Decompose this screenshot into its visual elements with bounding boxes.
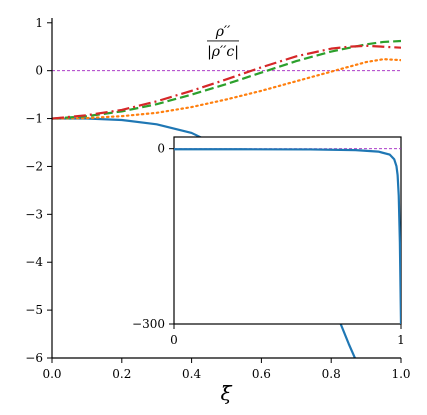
inset-y-tick-label: −300 <box>132 317 165 331</box>
main-x-tick-label: 1.0 <box>391 367 410 381</box>
inset-series-line-1 <box>174 148 401 324</box>
main-chart: 0.0 0.2 0.4 0.6 0.8 1.0 1 0 −1 −2 −3 −4 −5 −6 ξ̄ ρ′′… <box>25 16 410 405</box>
inset-x-tick-label: 1 <box>397 333 405 347</box>
main-y-ticks: 1 0 −1 −2 −3 −4 −5 −6 <box>25 16 52 365</box>
main-x-tick-label: 0.4 <box>182 367 201 381</box>
inset-frame <box>173 136 402 325</box>
curve-annotation: ρ′′ |ρ′′c| <box>207 24 240 60</box>
main-series-line-4 <box>52 44 401 120</box>
main-y-tick-label: 0 <box>35 64 43 78</box>
main-x-tick-label: 0.0 <box>42 367 61 381</box>
main-y-tick-label: 1 <box>35 16 43 30</box>
main-x-ticks: 0.0 0.2 0.4 0.6 0.8 1.0 <box>42 358 411 381</box>
main-x-tick-label: 0.2 <box>112 367 131 381</box>
inset-series-group <box>174 148 401 324</box>
x-axis-label: ξ̄ <box>220 381 232 405</box>
main-series-line-2 <box>52 58 401 120</box>
main-series-line-3 <box>52 39 401 120</box>
annotation-denominator: |ρ′′c| <box>207 44 239 60</box>
main-x-tick-label: 0.8 <box>322 367 341 381</box>
inset-y-ticks: 0 −300 <box>132 142 174 331</box>
annotation-numerator: ρ′′ <box>215 24 231 40</box>
main-y-tick-label: −6 <box>25 351 43 365</box>
main-y-tick-label: −1 <box>25 112 43 126</box>
main-y-tick-label: −4 <box>25 255 43 269</box>
main-y-tick-label: −3 <box>25 207 43 221</box>
main-y-tick-label: −5 <box>25 303 43 317</box>
inset-y-tick-label: 0 <box>157 142 165 156</box>
main-x-tick-label: 0.6 <box>252 367 271 381</box>
inset-x-tick-label: 0 <box>170 333 178 347</box>
main-y-tick-label: −2 <box>25 159 43 173</box>
